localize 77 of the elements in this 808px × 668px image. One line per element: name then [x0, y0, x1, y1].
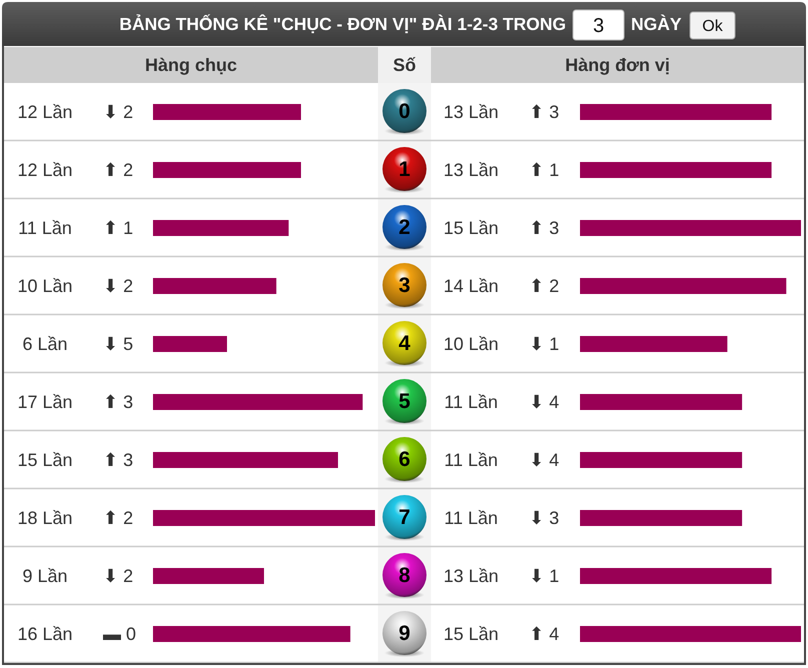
y-tick-label: 3: [398, 274, 410, 297]
y-tick-label: 7: [398, 506, 410, 529]
text: ⬆ 2: [529, 276, 560, 296]
bar: [580, 626, 801, 642]
bar: [153, 278, 276, 294]
y-tick-label: 4: [398, 332, 411, 355]
text: ⬇ 4: [529, 392, 560, 412]
y-tick-label: 5: [398, 390, 411, 413]
data-label: 10 Lần: [17, 276, 73, 296]
text: ⬆ 2: [103, 508, 134, 528]
text: ⬆ 1: [103, 218, 134, 238]
text: ⬆ 2: [103, 160, 134, 180]
text: ⬇ 1: [529, 566, 560, 586]
bar: [580, 568, 772, 584]
bar: [153, 452, 338, 468]
text: ⬇ 1: [529, 334, 560, 354]
y-tick-label: 2: [398, 216, 410, 239]
text: ⬇ 5: [103, 334, 134, 354]
data-label: 10 Lần: [443, 334, 499, 354]
bar: [580, 104, 772, 120]
y-tick-label: 0: [398, 100, 410, 123]
y-tick-label: 1: [398, 158, 411, 181]
text: BẢNG THỐNG KÊ "CHỤC - ĐƠN VỊ" ĐÀI 1-2-3 TRONG: [119, 14, 566, 34]
bar: [580, 278, 786, 294]
bar: [580, 162, 772, 178]
y-tick-label: 9: [398, 622, 410, 645]
y-tick-label: 6: [398, 448, 410, 471]
text: ⬇ 4: [529, 450, 560, 470]
data-label: 11 Lần: [444, 450, 498, 470]
data-label: 16 Lần: [17, 624, 73, 644]
bar: [153, 104, 301, 120]
bar: [153, 220, 289, 236]
bar: [153, 626, 350, 642]
text: ⬆ 3: [103, 450, 134, 470]
data-label: 14 Lần: [443, 276, 499, 296]
bar: [153, 162, 301, 178]
bar: [580, 220, 801, 236]
data-label: 9 Lần: [22, 566, 68, 586]
bar: [580, 510, 742, 526]
text: ⬇ 2: [103, 276, 134, 296]
data-label: 15 Lần: [443, 218, 499, 238]
text: NGÀY: [631, 14, 682, 34]
data-label: 15 Lần: [443, 624, 499, 644]
y-tick-label: 8: [398, 564, 411, 587]
text: ⬆ 3: [103, 392, 134, 412]
button: Ok: [690, 12, 736, 40]
text: ▬ 0: [103, 624, 136, 644]
text: ⬇ 2: [103, 102, 134, 122]
data-label: 6 Lần: [22, 334, 68, 354]
data-label: 18 Lần: [17, 508, 73, 528]
data-label: 13 Lần: [443, 102, 499, 122]
bar: [153, 336, 227, 352]
text: ⬆ 3: [529, 218, 560, 238]
bar: [153, 394, 363, 410]
bar: [580, 336, 728, 352]
y-axis-title: Số: [392, 55, 416, 75]
text: ⬆ 3: [529, 102, 560, 122]
data-label: 13 Lần: [443, 160, 499, 180]
data-label: 11 Lần: [18, 218, 72, 238]
bar: [153, 510, 375, 526]
bar: [580, 394, 742, 410]
bar: [153, 568, 264, 584]
text: ⬇ 3: [529, 508, 560, 528]
data-label: 11 Lần: [444, 508, 498, 528]
input-field: 3: [572, 10, 624, 40]
data-label: 12 Lần: [17, 160, 73, 180]
text: ⬇ 2: [103, 566, 134, 586]
chart-title: Hàng đơn vị: [565, 55, 670, 75]
data-label: 15 Lần: [17, 450, 73, 470]
data-label: 17 Lần: [17, 392, 73, 412]
text: ⬆ 4: [529, 624, 560, 644]
data-label: 13 Lần: [443, 566, 499, 586]
data-label: 11 Lần: [444, 392, 498, 412]
chart-title: Hàng chục: [144, 55, 238, 75]
data-label: 12 Lần: [17, 102, 73, 122]
text: ⬆ 1: [529, 160, 560, 180]
bar: [580, 452, 742, 468]
